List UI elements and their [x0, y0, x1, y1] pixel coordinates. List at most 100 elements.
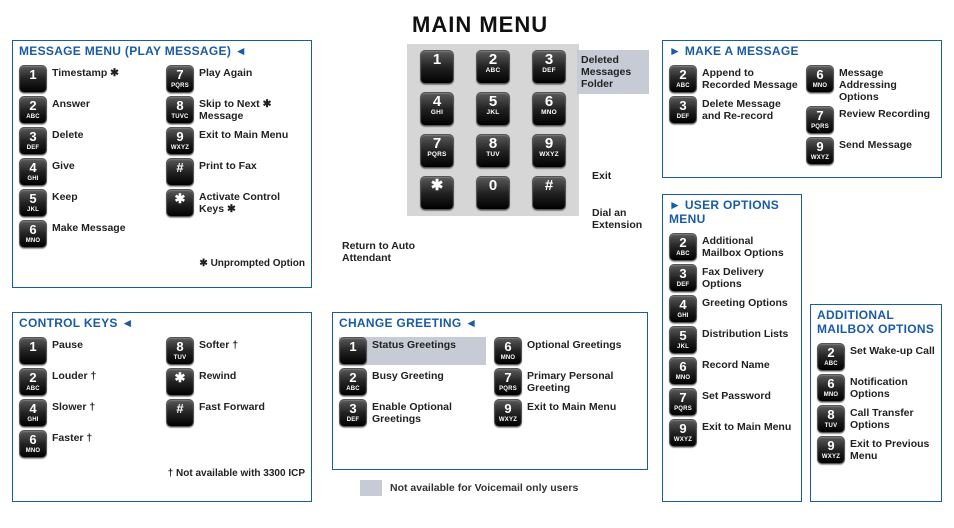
phone-key[interactable]: 3DEF: [669, 264, 697, 292]
phone-key[interactable]: 5JKL: [669, 326, 697, 354]
phone-key[interactable]: #: [166, 158, 194, 186]
section-make-message: ► MAKE A MESSAGE 2ABCAppend to Recorded …: [662, 40, 942, 178]
phone-key[interactable]: 7PQRS: [166, 65, 194, 93]
phone-key[interactable]: 9WXYZ: [532, 134, 566, 168]
option-label: Exit to Previous Menu: [850, 436, 935, 462]
callout-dial: Dial an Extension: [592, 207, 662, 231]
option-row: 6MNOOptional Greetings: [494, 337, 641, 365]
phone-key[interactable]: 8TUV: [817, 405, 845, 433]
phone-key[interactable]: 1: [19, 65, 47, 93]
phone-key[interactable]: 9WXYZ: [817, 436, 845, 464]
option-label: Notification Options: [850, 374, 935, 400]
phone-key[interactable]: #: [166, 399, 194, 427]
option-row: 3DEFFax Delivery Options: [669, 264, 795, 292]
phone-key[interactable]: 1: [339, 337, 367, 365]
phone-key[interactable]: 9WXYZ: [669, 419, 697, 447]
phone-key[interactable]: ✱: [166, 189, 194, 217]
phone-key[interactable]: 6MNO: [532, 92, 566, 126]
phone-key[interactable]: 3DEF: [339, 399, 367, 427]
option-label: Give: [52, 158, 75, 172]
phone-key[interactable]: 5JKL: [476, 92, 510, 126]
phone-key[interactable]: 1: [19, 337, 47, 365]
phone-key[interactable]: 4GHI: [19, 399, 47, 427]
option-row: 9WXYZ Send Message: [806, 137, 935, 165]
phone-key[interactable]: 2ABC: [669, 65, 697, 93]
option-label: Delete Message and Re-record: [702, 96, 798, 122]
phone-key[interactable]: 7PQRS: [806, 106, 834, 134]
message-menu-title: MESSAGE MENU (PLAY MESSAGE) ◄: [13, 41, 311, 61]
option-label: Busy Greeting: [372, 368, 444, 382]
phone-key[interactable]: 4GHI: [19, 158, 47, 186]
phone-key[interactable]: 4GHI: [420, 92, 454, 126]
option-label: Distribution Lists: [702, 326, 788, 340]
phone-key[interactable]: 6MNO: [817, 374, 845, 402]
arrow-left-icon: ◄: [121, 316, 133, 330]
option-label: Make Message: [52, 220, 126, 234]
option-row: 2ABCAnswer: [19, 96, 158, 124]
option-label: Primary Personal Greeting: [527, 368, 641, 394]
phone-key[interactable]: 5JKL: [19, 189, 47, 217]
callout-deleted: Deleted Messages Folder: [577, 50, 649, 94]
phone-key[interactable]: 6MNO: [19, 220, 47, 248]
phone-key[interactable]: 0: [476, 176, 510, 210]
phone-key[interactable]: 3DEF: [669, 96, 697, 124]
phone-key[interactable]: 7PQRS: [420, 134, 454, 168]
phone-key[interactable]: 2ABC: [19, 96, 47, 124]
not-available-text: Not available for Voicemail only users: [390, 482, 578, 494]
phone-key[interactable]: 6MNO: [494, 337, 522, 365]
user-options-title: ► USER OPTIONS MENU: [663, 195, 801, 229]
option-label: Append to Recorded Message: [702, 65, 798, 91]
phone-key[interactable]: ✱: [420, 176, 454, 210]
phone-key[interactable]: #: [532, 176, 566, 210]
option-label: Send Message: [839, 137, 912, 151]
callout-exit: Exit: [592, 170, 611, 182]
phone-key[interactable]: 2ABC: [669, 233, 697, 261]
phone-key[interactable]: 2ABC: [817, 343, 845, 371]
option-label: Exit to Main Menu: [199, 127, 288, 141]
option-row: 5JKL Distribution Lists: [669, 326, 795, 354]
phone-key[interactable]: 7PQRS: [494, 368, 522, 396]
phone-key[interactable]: 8TUV: [166, 337, 194, 365]
option-row: 7PQRS Play Again: [166, 65, 305, 93]
change-greeting-body: 1Status Greetings 2ABC Busy Greeting 3DEFEn…: [333, 333, 647, 434]
option-label: Exit to Main Menu: [527, 399, 616, 413]
phone-key[interactable]: 9WXYZ: [806, 137, 834, 165]
section-message-menu: MESSAGE MENU (PLAY MESSAGE) ◄ 1Timestamp…: [12, 40, 312, 288]
option-row: 3DEFEnable Optional Greetings: [339, 399, 486, 427]
option-row: 1Status Greetings: [339, 337, 486, 365]
page-title: MAIN MENU: [412, 12, 548, 38]
option-row: ✱Activate Control Keys ✱: [166, 189, 305, 217]
change-greeting-title: CHANGE GREETING ◄: [333, 313, 647, 333]
phone-key[interactable]: ✱: [166, 368, 194, 396]
phone-key[interactable]: 4GHI: [669, 295, 697, 323]
option-row: 7PQRSReview Recording: [806, 106, 935, 134]
phone-key[interactable]: 2ABC: [476, 50, 510, 84]
additional-mailbox-title: ADDITIONAL MAILBOX OPTIONS: [811, 305, 941, 339]
phone-key[interactable]: 2ABC: [19, 368, 47, 396]
option-label: Play Again: [199, 65, 252, 79]
phone-key[interactable]: 3DEF: [19, 127, 47, 155]
phone-key[interactable]: 9WXYZ: [494, 399, 522, 427]
option-row: 7PQRSSet Password: [669, 388, 795, 416]
option-label: Message Addressing Options: [839, 65, 935, 103]
phone-key[interactable]: 6MNO: [806, 65, 834, 93]
phone-key[interactable]: 9WXYZ: [166, 127, 194, 155]
phone-key[interactable]: 3DEF: [532, 50, 566, 84]
option-row: 1Timestamp ✱: [19, 65, 158, 93]
option-label: Slower †: [52, 399, 95, 413]
option-row: 9WXYZ Exit to Main Menu: [166, 127, 305, 155]
phone-key[interactable]: 6MNO: [19, 430, 47, 458]
phone-key[interactable]: 8TUVC: [166, 96, 194, 124]
phone-key[interactable]: 2ABC: [339, 368, 367, 396]
title-text: MESSAGE MENU (PLAY MESSAGE): [19, 44, 231, 58]
phone-key[interactable]: 8TUV: [476, 134, 510, 168]
phone-key[interactable]: 1: [420, 50, 454, 84]
option-row: 4GHIGreeting Options: [669, 295, 795, 323]
option-row: 5JKLKeep: [19, 189, 158, 217]
option-label: Softer †: [199, 337, 238, 351]
phone-key[interactable]: 7PQRS: [669, 388, 697, 416]
option-row: 3DEFDelete: [19, 127, 158, 155]
option-row: #Fast Forward: [166, 399, 305, 427]
phone-key[interactable]: 6MNO: [669, 357, 697, 385]
arrow-right-icon: ►: [669, 198, 681, 212]
